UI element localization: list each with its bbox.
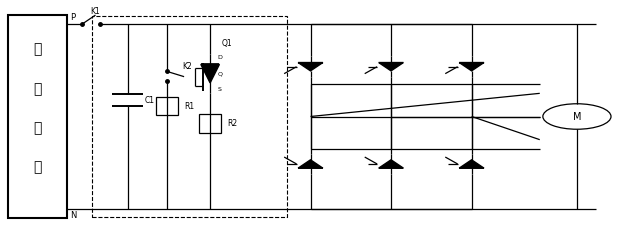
Bar bbox=[93, 16, 287, 217]
Polygon shape bbox=[298, 62, 323, 71]
Polygon shape bbox=[379, 160, 404, 168]
Text: S: S bbox=[217, 87, 222, 92]
Text: R1: R1 bbox=[184, 102, 194, 111]
Polygon shape bbox=[379, 62, 404, 71]
Bar bbox=[199, 114, 221, 133]
Text: 电: 电 bbox=[34, 121, 42, 135]
Text: K1: K1 bbox=[90, 7, 100, 16]
Text: Q: Q bbox=[217, 71, 222, 76]
Text: 力: 力 bbox=[34, 82, 42, 96]
Text: K2: K2 bbox=[182, 62, 192, 71]
Bar bbox=[156, 97, 178, 115]
Text: Q1: Q1 bbox=[221, 39, 232, 48]
Text: P: P bbox=[70, 13, 75, 21]
Text: 池: 池 bbox=[34, 161, 42, 175]
Polygon shape bbox=[298, 160, 323, 168]
Polygon shape bbox=[201, 64, 219, 83]
Polygon shape bbox=[459, 62, 484, 71]
Text: D: D bbox=[217, 55, 222, 60]
Polygon shape bbox=[459, 160, 484, 168]
Text: N: N bbox=[70, 212, 76, 220]
Text: R2: R2 bbox=[227, 119, 238, 128]
Bar bbox=[8, 15, 67, 218]
Text: C1: C1 bbox=[145, 96, 155, 105]
Text: 动: 动 bbox=[34, 42, 42, 56]
Text: M: M bbox=[573, 112, 581, 121]
